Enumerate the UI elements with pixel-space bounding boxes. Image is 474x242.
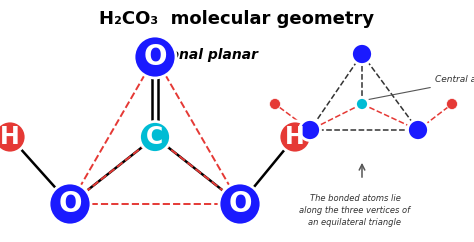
Text: Central atom: Central atom <box>435 76 474 84</box>
Circle shape <box>134 36 176 78</box>
Text: The bonded atoms lie
along the three vertices of
an equilateral triangle: The bonded atoms lie along the three ver… <box>300 194 410 227</box>
Circle shape <box>447 98 457 109</box>
Circle shape <box>219 183 261 225</box>
Circle shape <box>356 98 368 111</box>
Text: O: O <box>228 190 252 218</box>
Circle shape <box>49 183 91 225</box>
Circle shape <box>0 121 26 153</box>
Circle shape <box>300 120 320 141</box>
Circle shape <box>139 121 171 152</box>
Circle shape <box>352 44 373 65</box>
Text: H: H <box>285 125 305 149</box>
Text: Trigonal planar: Trigonal planar <box>140 48 258 62</box>
Text: O: O <box>58 190 82 218</box>
Circle shape <box>279 121 311 153</box>
Circle shape <box>408 120 428 141</box>
Text: O: O <box>143 43 167 71</box>
Text: H₂CO₃  molecular geometry: H₂CO₃ molecular geometry <box>100 10 374 28</box>
Text: C: C <box>146 125 164 149</box>
Text: H: H <box>0 125 20 149</box>
Circle shape <box>270 98 281 109</box>
